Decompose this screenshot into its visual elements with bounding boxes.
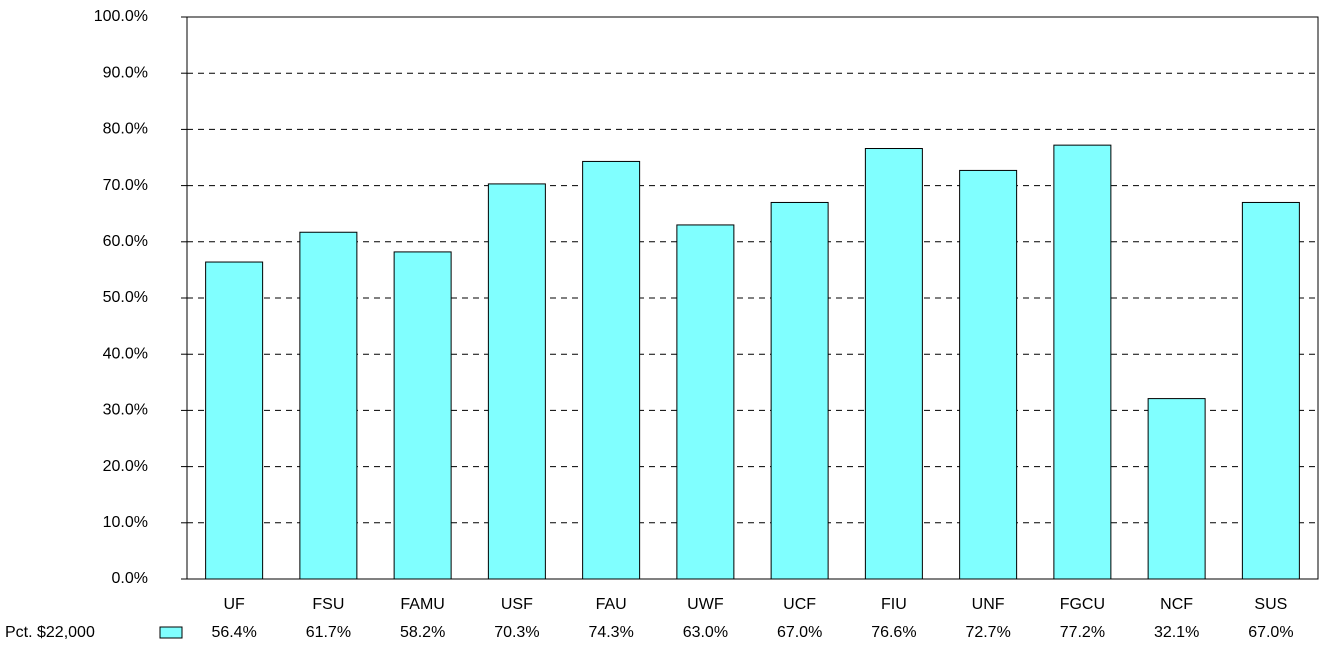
- y-tick-label: 10.0%: [103, 514, 148, 531]
- y-tick-label: 40.0%: [103, 345, 148, 362]
- data-label: 72.7%: [965, 624, 1010, 641]
- data-label: 67.0%: [777, 624, 822, 641]
- data-label: 58.2%: [400, 624, 445, 641]
- y-tick-label: 70.0%: [103, 177, 148, 194]
- bar: [487, 183, 546, 580]
- bar: [676, 224, 735, 580]
- x-tick-label: NCF: [1160, 596, 1193, 613]
- y-tick-label: 90.0%: [103, 64, 148, 81]
- legend-label: Pct. $22,000: [5, 624, 95, 641]
- x-tick-label: FGCU: [1060, 596, 1105, 613]
- bar: [1147, 398, 1206, 580]
- bar: [1241, 201, 1300, 580]
- y-tick-label: 0.0%: [112, 570, 148, 587]
- x-tick-label: USF: [501, 596, 533, 613]
- bar: [864, 148, 923, 580]
- bar: [959, 169, 1018, 580]
- bar: [299, 231, 358, 580]
- data-label: 77.2%: [1060, 624, 1105, 641]
- data-label: 32.1%: [1154, 624, 1199, 641]
- x-tick-label: UCF: [783, 596, 816, 613]
- y-tick-label: 50.0%: [103, 289, 148, 306]
- bar: [582, 160, 641, 580]
- data-label: 56.4%: [211, 624, 256, 641]
- x-tick-label: FAU: [596, 596, 627, 613]
- data-label: 70.3%: [494, 624, 539, 641]
- data-label: 67.0%: [1248, 624, 1293, 641]
- data-label: 74.3%: [588, 624, 633, 641]
- x-tick-label: FSU: [312, 596, 344, 613]
- data-label: 63.0%: [683, 624, 728, 641]
- bar: [770, 201, 829, 580]
- y-tick-label: 20.0%: [103, 458, 148, 475]
- x-tick-label: UF: [223, 596, 245, 613]
- x-tick-label: FIU: [881, 596, 907, 613]
- y-tick-label: 100.0%: [94, 8, 148, 25]
- y-tick-label: 80.0%: [103, 121, 148, 138]
- x-tick-label: SUS: [1254, 596, 1287, 613]
- data-label: 61.7%: [306, 624, 351, 641]
- plot-border: [186, 16, 1319, 580]
- legend-swatch: [159, 626, 183, 639]
- data-label: 76.6%: [871, 624, 916, 641]
- bar: [205, 261, 264, 580]
- y-tick-label: 30.0%: [103, 402, 148, 419]
- x-tick-label: UNF: [972, 596, 1005, 613]
- bar: [393, 251, 452, 580]
- bar: [1053, 144, 1112, 580]
- x-tick-label: FAMU: [400, 596, 444, 613]
- y-tick-label: 60.0%: [103, 233, 148, 250]
- x-tick-label: UWF: [687, 596, 724, 613]
